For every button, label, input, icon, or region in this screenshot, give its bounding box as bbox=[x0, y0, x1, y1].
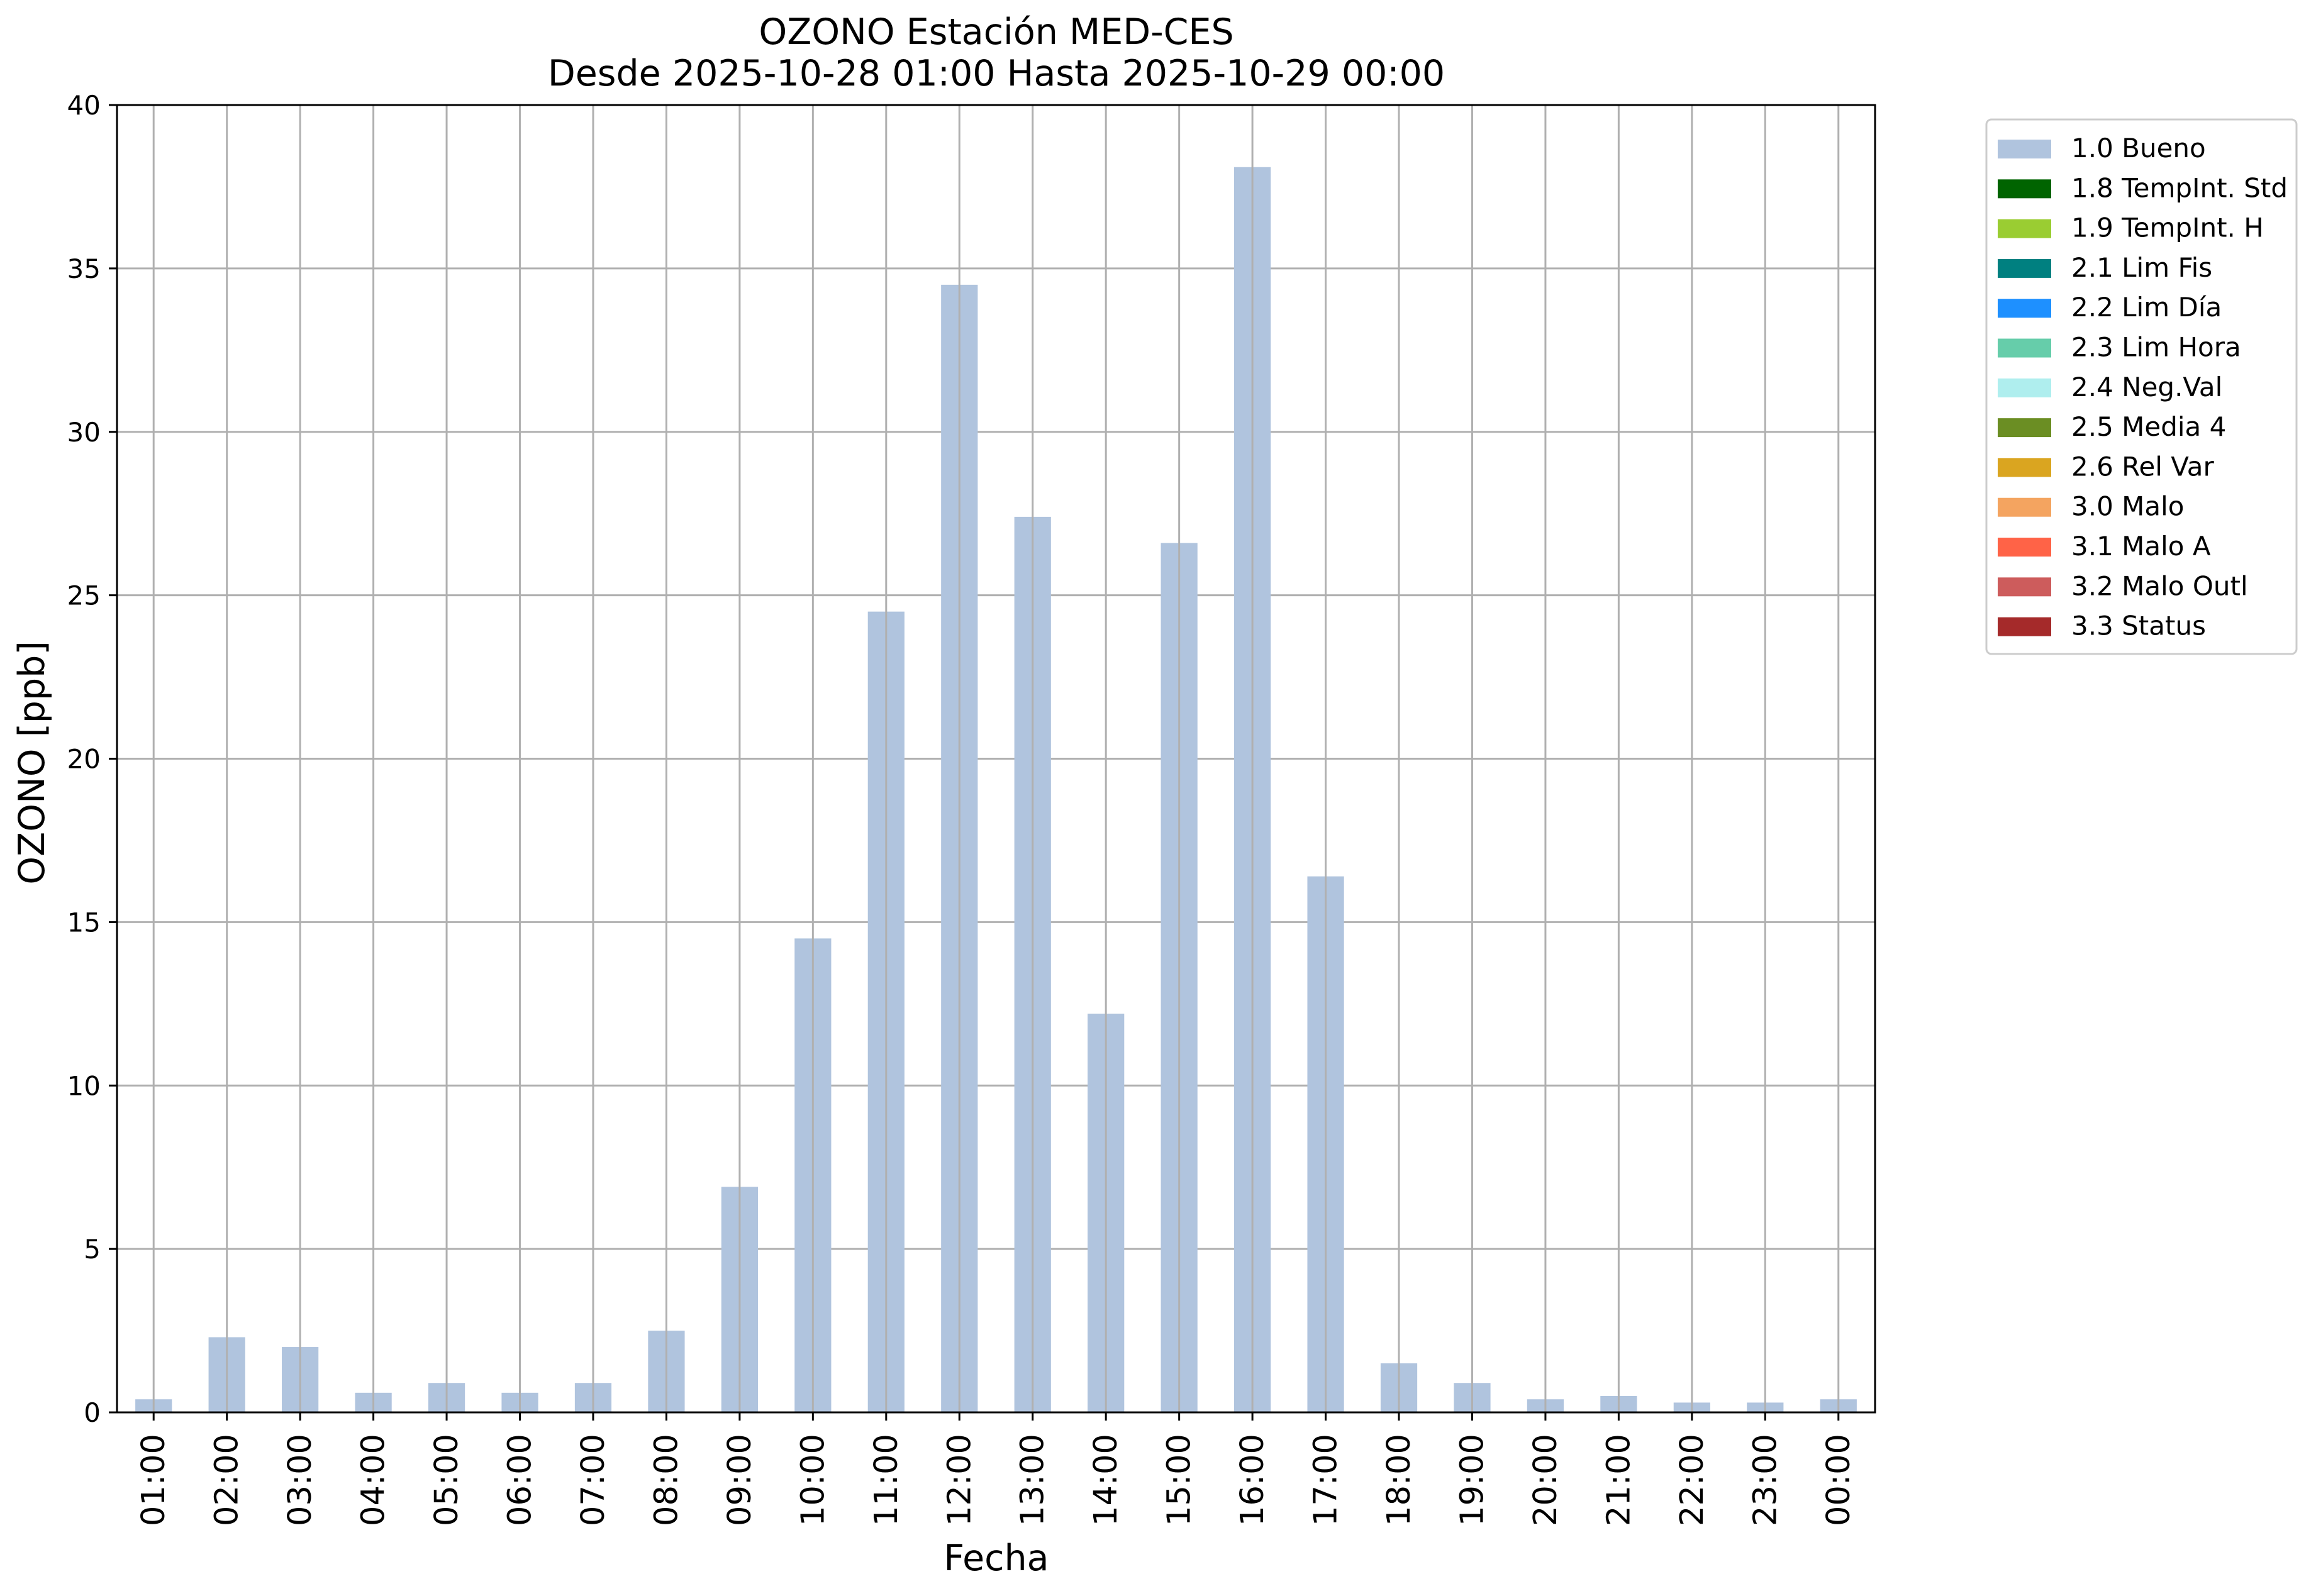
legend-label: 3.2 Malo Outl bbox=[2071, 570, 2248, 601]
x-tick-label: 09:00 bbox=[721, 1434, 759, 1526]
chart-title: OZONO Estación MED-CES bbox=[759, 11, 1233, 53]
vertical-grid-layer bbox=[152, 105, 1840, 1412]
legend-swatch bbox=[1998, 418, 2051, 438]
y-tick-label: 20 bbox=[67, 744, 101, 775]
legend-label: 2.2 Lim Día bbox=[2071, 292, 2222, 323]
legend-box bbox=[1985, 118, 2298, 655]
legend-label: 1.8 TempInt. Std bbox=[2071, 172, 2288, 203]
legend: 1.0 Bueno 1.8 TempInt. Std 1.9 TempInt. H 2… bbox=[1985, 118, 2298, 655]
x-tick-label: 19:00 bbox=[1454, 1434, 1491, 1526]
legend-swatch bbox=[1998, 497, 2051, 517]
x-axis: 01:00 02:00 03:00 04:00 05:00 06:00 07:00 08:00… bbox=[135, 1412, 1857, 1526]
x-tick-label: 03:00 bbox=[282, 1434, 319, 1526]
y-axis-label: OZONO [ppb] bbox=[11, 641, 53, 884]
x-tick-label: 06:00 bbox=[502, 1434, 539, 1526]
x-tick-label: 08:00 bbox=[648, 1434, 685, 1526]
y-tick-label: 15 bbox=[67, 907, 101, 938]
legend-swatch bbox=[1998, 219, 2051, 238]
y-axis: 0 5 10 15 20 25 30 35 40 bbox=[67, 90, 117, 1428]
y-tick-label: 25 bbox=[67, 580, 101, 611]
x-tick-label: 23:00 bbox=[1747, 1434, 1784, 1526]
x-tick-label: 07:00 bbox=[575, 1434, 612, 1526]
x-tick-label: 13:00 bbox=[1015, 1434, 1052, 1526]
legend-label: 3.0 Malo bbox=[2071, 491, 2184, 522]
y-tick-label: 0 bbox=[84, 1397, 101, 1428]
x-tick-label: 22:00 bbox=[1674, 1434, 1711, 1526]
legend-swatch bbox=[1998, 140, 2051, 158]
x-tick-label: 05:00 bbox=[428, 1434, 465, 1526]
x-tick-label: 04:00 bbox=[355, 1434, 392, 1526]
x-tick-label: 16:00 bbox=[1234, 1434, 1271, 1526]
legend-swatch bbox=[1998, 617, 2051, 636]
x-tick-label: 15:00 bbox=[1161, 1434, 1198, 1526]
legend-label: 3.3 Status bbox=[2071, 611, 2206, 641]
legend-label: 2.4 Neg.Val bbox=[2071, 372, 2222, 402]
y-tick-label: 5 bbox=[84, 1234, 101, 1265]
legend-label: 2.1 Lim Fis bbox=[2071, 252, 2212, 283]
legend-swatch bbox=[1998, 299, 2051, 318]
y-tick-label: 10 bbox=[67, 1070, 101, 1101]
legend-swatch bbox=[1998, 338, 2051, 358]
x-tick-label: 20:00 bbox=[1527, 1434, 1564, 1526]
y-tick-label: 30 bbox=[67, 417, 101, 448]
legend-label: 2.6 Rel Var bbox=[2071, 451, 2215, 482]
legend-label: 3.1 Malo A bbox=[2071, 531, 2211, 562]
x-tick-label: 02:00 bbox=[209, 1434, 246, 1526]
x-tick-label: 00:00 bbox=[1820, 1434, 1857, 1526]
legend-swatch bbox=[1998, 378, 2051, 397]
legend-swatch bbox=[1998, 577, 2051, 597]
x-tick-label: 01:00 bbox=[135, 1434, 172, 1526]
x-tick-label: 18:00 bbox=[1381, 1434, 1418, 1526]
legend-swatch bbox=[1998, 258, 2051, 278]
x-tick-label: 17:00 bbox=[1308, 1434, 1345, 1526]
x-tick-label: 11:00 bbox=[868, 1434, 905, 1526]
x-tick-label: 21:00 bbox=[1600, 1434, 1637, 1526]
y-tick-label: 35 bbox=[67, 253, 101, 284]
legend-swatch bbox=[1998, 179, 2051, 199]
legend-label: 1.0 Bueno bbox=[2071, 133, 2206, 163]
chart-subtitle: Desde 2025-10-28 01:00 Hasta 2025-10-29 … bbox=[548, 53, 1445, 94]
x-axis-label: Fecha bbox=[944, 1538, 1049, 1579]
x-tick-label: 14:00 bbox=[1088, 1434, 1125, 1526]
x-tick-label: 12:00 bbox=[941, 1434, 978, 1526]
legend-swatch bbox=[1998, 458, 2051, 477]
legend-label: 2.3 Lim Hora bbox=[2071, 332, 2241, 363]
y-tick-label: 40 bbox=[67, 90, 101, 121]
legend-swatch bbox=[1998, 538, 2051, 557]
legend-label: 2.5 Media 4 bbox=[2071, 411, 2226, 442]
x-tick-label: 10:00 bbox=[794, 1434, 832, 1526]
legend-label: 1.9 TempInt. H bbox=[2071, 213, 2264, 243]
